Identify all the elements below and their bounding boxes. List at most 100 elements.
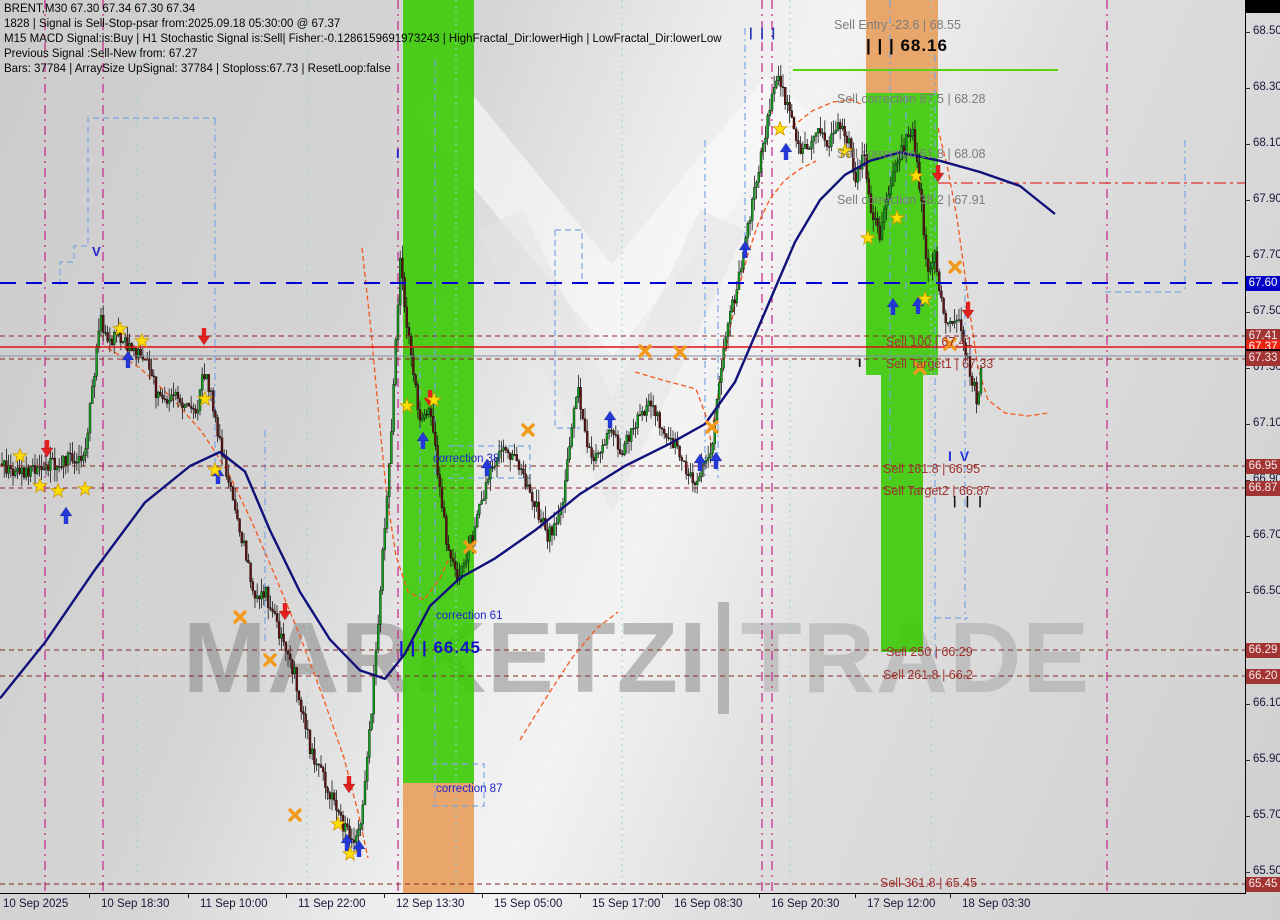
sell-arrow-icon xyxy=(961,302,975,320)
price-axis-tick xyxy=(1246,368,1250,369)
price-tick-label: 67.10 xyxy=(1253,417,1280,429)
candle-bull xyxy=(7,465,10,474)
candle-bull xyxy=(841,125,844,129)
candle-bull xyxy=(363,781,367,806)
candle-bull xyxy=(379,590,382,625)
candle-bear xyxy=(181,402,184,408)
candle-bull xyxy=(3,460,6,467)
candle-bull xyxy=(605,433,609,445)
candle-bull xyxy=(847,138,851,144)
i-marker-top: I xyxy=(396,146,400,161)
candle-bear xyxy=(506,449,510,453)
time-tick-label: 11 Sep 10:00 xyxy=(200,898,268,910)
candle-bull xyxy=(698,476,701,482)
candle-bear xyxy=(797,140,800,144)
candle-bear xyxy=(940,290,943,299)
orange-signal-zone xyxy=(866,0,938,93)
buy-arrow-icon xyxy=(340,833,354,851)
previous-signal-line: Previous Signal :Sell-New from: 67.27 xyxy=(4,48,198,60)
candle-bear xyxy=(693,482,697,485)
candle-bull xyxy=(898,159,901,163)
price-axis[interactable]: 68.50 68.30 68.10 67.90 67.70 67.50 67.30 67.10… xyxy=(1246,0,1280,894)
sell-arrow-icon xyxy=(931,165,945,183)
candle-bear xyxy=(922,200,925,236)
candle-bull xyxy=(16,467,19,472)
candle-bear xyxy=(178,398,182,403)
time-axis-tick xyxy=(89,894,90,898)
time-axis-tick xyxy=(286,894,287,898)
star-signal-icon xyxy=(398,397,416,413)
candle-bear xyxy=(581,409,584,419)
x-mark-icon xyxy=(943,337,957,351)
chart-canvas xyxy=(0,0,1245,893)
candle-bear xyxy=(663,428,666,434)
candle-bear xyxy=(110,338,114,346)
candle-bear xyxy=(22,467,26,478)
candle-bull xyxy=(58,466,61,468)
arrow-stem xyxy=(356,849,362,857)
v-marker: V xyxy=(92,244,101,259)
candle-bear xyxy=(528,484,532,493)
price-tick-label: 67.50 xyxy=(1253,305,1280,317)
candle-bear xyxy=(658,412,661,429)
x-mark-icon xyxy=(948,260,962,274)
candle-bull xyxy=(370,713,373,730)
time-tick-label: 16 Sep 08:30 xyxy=(674,898,743,910)
candle-bear xyxy=(308,729,312,754)
candle-bull xyxy=(557,514,560,524)
candle-bear xyxy=(165,399,169,404)
candle-bull xyxy=(20,467,23,474)
candle-bear xyxy=(229,482,233,487)
candle-bear xyxy=(64,456,68,466)
candle-bull xyxy=(647,400,650,406)
candle-bull xyxy=(49,457,52,471)
candle-bear xyxy=(867,178,870,194)
price-axis-tick xyxy=(1246,592,1250,593)
candle-bull xyxy=(770,93,774,111)
candle-bull xyxy=(88,403,92,434)
candle-bull xyxy=(170,394,173,401)
candle-bear xyxy=(192,408,195,410)
x-mark-icon xyxy=(948,260,962,274)
sar-curve xyxy=(107,347,369,859)
candle-bull xyxy=(123,337,127,342)
candle-bull xyxy=(709,453,712,458)
arrow-stem xyxy=(63,516,69,524)
candle-bear xyxy=(795,128,798,141)
candle-bull xyxy=(949,321,952,324)
candle-bear xyxy=(792,117,796,130)
candle-bull xyxy=(108,338,112,342)
candle-bull xyxy=(385,496,389,529)
candle-bear xyxy=(9,465,13,469)
sell-arrow-icon xyxy=(197,328,211,346)
candle-bear xyxy=(159,391,162,396)
candle-bull xyxy=(931,262,934,270)
candle-bear xyxy=(352,839,356,843)
candle-bull xyxy=(933,251,936,263)
candle-bear xyxy=(286,650,290,655)
price-tick-label: 67.70 xyxy=(1253,249,1280,261)
x-mark-icon xyxy=(638,344,652,358)
time-tick-label: 10 Sep 2025 xyxy=(3,898,69,910)
candle-bull xyxy=(381,549,384,591)
candle-bear xyxy=(346,823,349,827)
chart-plot-area[interactable]: MARKETZITRADE Sell Entry -23.6 | 68.55| … xyxy=(0,0,1246,894)
candle-bear xyxy=(590,447,593,458)
candle-bull xyxy=(830,133,833,147)
candle-bull xyxy=(601,445,604,453)
candle-bear xyxy=(306,728,309,731)
star-signal-icon xyxy=(133,332,151,348)
price-axis-tick xyxy=(1246,760,1250,761)
candle-bear xyxy=(194,408,197,414)
candle-bear xyxy=(33,465,37,474)
buy-arrow-icon xyxy=(738,240,752,258)
time-tick-label: 15 Sep 05:00 xyxy=(494,898,563,910)
time-axis[interactable]: 10 Sep 2025 10 Sep 18:30 11 Sep 10:00 11 Se… xyxy=(0,894,1280,920)
star-signal-icon xyxy=(341,845,359,861)
sell-arrow-icon xyxy=(197,335,211,346)
candle-bear xyxy=(324,771,327,788)
candle-bear xyxy=(407,327,411,337)
candle-bull xyxy=(762,143,765,152)
price-axis-tick xyxy=(1246,88,1250,89)
candle-bull xyxy=(388,463,391,497)
